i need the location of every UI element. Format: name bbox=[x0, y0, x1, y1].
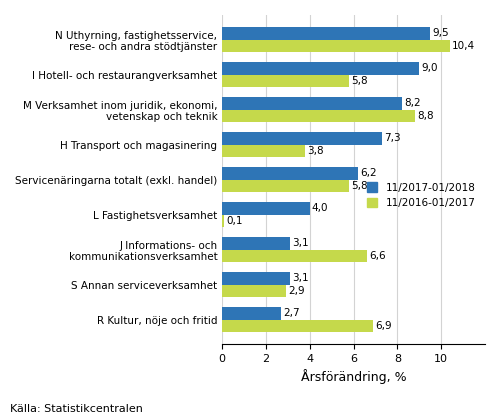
Bar bbox=[222, 27, 430, 40]
Bar bbox=[222, 237, 290, 250]
Bar bbox=[222, 62, 420, 74]
Text: 5,8: 5,8 bbox=[352, 76, 368, 86]
Bar bbox=[222, 272, 290, 285]
Bar bbox=[222, 215, 224, 227]
Text: 9,5: 9,5 bbox=[432, 28, 449, 38]
Bar bbox=[222, 40, 450, 52]
Text: 0,1: 0,1 bbox=[226, 215, 243, 226]
Text: 3,1: 3,1 bbox=[292, 238, 309, 248]
Text: 6,6: 6,6 bbox=[369, 251, 386, 261]
Text: 9,0: 9,0 bbox=[422, 63, 438, 73]
Legend: 11/2017-01/2018, 11/2016-01/2017: 11/2017-01/2018, 11/2016-01/2017 bbox=[363, 178, 480, 212]
Bar bbox=[222, 307, 282, 319]
Text: 8,8: 8,8 bbox=[417, 111, 434, 121]
Text: 10,4: 10,4 bbox=[452, 41, 475, 51]
Text: 2,9: 2,9 bbox=[288, 286, 304, 296]
X-axis label: Årsförändring, %: Årsförändring, % bbox=[300, 369, 406, 384]
Bar bbox=[222, 202, 310, 215]
Bar bbox=[222, 319, 374, 332]
Bar bbox=[222, 250, 366, 262]
Bar bbox=[222, 285, 286, 297]
Text: 6,2: 6,2 bbox=[360, 168, 377, 178]
Text: 5,8: 5,8 bbox=[352, 181, 368, 191]
Bar bbox=[222, 180, 349, 192]
Text: 6,9: 6,9 bbox=[376, 321, 392, 331]
Text: 7,3: 7,3 bbox=[384, 134, 401, 144]
Bar bbox=[222, 144, 306, 157]
Text: 3,8: 3,8 bbox=[308, 146, 324, 156]
Bar bbox=[222, 132, 382, 144]
Bar bbox=[222, 167, 358, 180]
Bar bbox=[222, 109, 415, 122]
Bar bbox=[222, 97, 402, 109]
Text: 2,7: 2,7 bbox=[284, 309, 300, 319]
Text: Källa: Statistikcentralen: Källa: Statistikcentralen bbox=[10, 404, 143, 414]
Bar bbox=[222, 74, 349, 87]
Text: 3,1: 3,1 bbox=[292, 273, 309, 283]
Text: 8,2: 8,2 bbox=[404, 99, 420, 109]
Text: 4,0: 4,0 bbox=[312, 203, 328, 213]
